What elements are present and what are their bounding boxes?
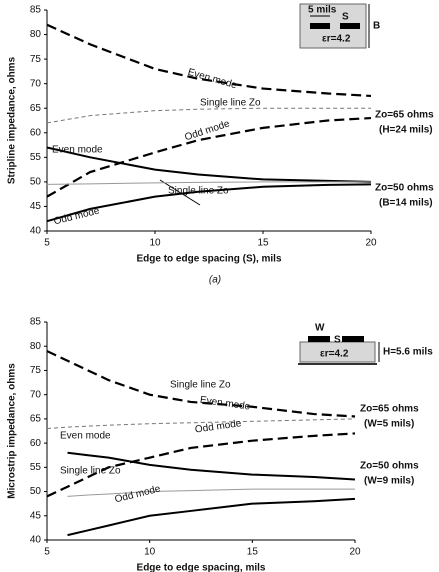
x-axis-label: Edge to edge spacing (S), mils	[136, 254, 281, 265]
series-line	[46, 181, 371, 185]
y-tick-label: 70	[30, 389, 42, 400]
series-line	[67, 497, 356, 537]
annotation: (B=14 mils)	[379, 198, 433, 209]
series-line	[46, 418, 356, 430]
inset-label: H=5.6 mils	[383, 347, 433, 358]
y-tick-label: 55	[30, 152, 42, 163]
y-tick-label: 60	[30, 127, 42, 138]
y-tick-label: 55	[30, 462, 42, 473]
series-line	[46, 146, 372, 183]
series-label: Odd mode	[194, 418, 242, 435]
y-tick-label: 60	[30, 438, 42, 449]
y-tick-label: 85	[30, 5, 42, 16]
y-tick-label: 40	[30, 226, 42, 237]
y-tick-label: 80	[30, 341, 42, 352]
series-line	[46, 183, 372, 223]
x-tick-label: 5	[44, 238, 50, 249]
annotation: (H=24 mils)	[379, 125, 433, 136]
arrow	[159, 179, 201, 206]
series-label: Single line Zo	[60, 466, 121, 477]
x-tick-label: 20	[349, 547, 361, 558]
series-line	[67, 451, 356, 481]
inset-label: W	[315, 323, 325, 334]
y-axis-label: Microstrip impedance, ohms	[7, 363, 18, 499]
y-tick-label: 65	[30, 103, 42, 114]
y-tick-label: 50	[30, 177, 42, 188]
trace	[340, 23, 360, 29]
y-axis-label: Stripline impedance, ohms	[7, 56, 18, 184]
y-tick-label: 70	[30, 78, 42, 89]
series-label: Even mode	[199, 395, 251, 413]
annotation: Zo=50 ohms	[360, 461, 419, 472]
caption: (a)	[209, 275, 221, 286]
inset-label: εr=4.2	[322, 34, 351, 45]
y-tick-label: 75	[30, 365, 42, 376]
annotation: Zo=50 ohms	[375, 183, 434, 194]
inset-box	[299, 341, 376, 363]
y-tick-label: 80	[30, 29, 42, 40]
series-label: Odd mode	[114, 483, 162, 505]
series-line	[46, 350, 356, 418]
annotation: (W=9 mils)	[364, 476, 414, 487]
series-label: Odd mode	[183, 118, 231, 143]
series-line	[46, 432, 356, 498]
series-label: Even mode	[52, 145, 103, 156]
trace	[308, 336, 330, 342]
x-tick-label: 20	[365, 238, 377, 249]
series-label: Single line Zo	[170, 380, 231, 391]
y-tick-label: 50	[30, 486, 42, 497]
series-line	[46, 116, 372, 198]
y-tick-label: 65	[30, 414, 42, 425]
series-line	[46, 23, 372, 98]
annotation: (W=5 mils)	[364, 419, 414, 430]
series-label: Even mode	[60, 431, 111, 442]
x-tick-label: 10	[144, 547, 156, 558]
trace	[310, 23, 330, 29]
y-tick-label: 40	[30, 535, 42, 546]
inset-a	[299, 3, 370, 49]
series-label: Odd mode	[53, 205, 101, 227]
x-tick-label: 10	[149, 238, 161, 249]
y-tick-label: 45	[30, 201, 42, 212]
series-label: Single line Zo	[200, 98, 261, 109]
inset-b	[298, 336, 380, 365]
y-tick-label: 45	[30, 510, 42, 521]
x-tick-label: 15	[247, 547, 259, 558]
inset-label: S	[334, 335, 341, 346]
annotation: Zo=65 ohms	[360, 404, 419, 415]
y-tick-label: 75	[30, 54, 42, 65]
inset-label: S	[342, 12, 349, 23]
series-line	[46, 107, 371, 124]
x-tick-label: 5	[44, 547, 50, 558]
trace	[342, 336, 364, 342]
series-line	[67, 488, 355, 497]
inset-label: B	[373, 21, 380, 32]
y-tick-label: 85	[30, 317, 42, 328]
inset-label: 5 mils	[308, 5, 337, 16]
x-tick-label: 15	[257, 238, 269, 249]
series-label: Even mode	[186, 67, 238, 92]
annotation: Zo=65 ohms	[375, 110, 434, 121]
inset-label: εr=4.2	[320, 349, 349, 360]
x-axis-label: Edge to edge spacing, mils	[137, 563, 266, 572]
